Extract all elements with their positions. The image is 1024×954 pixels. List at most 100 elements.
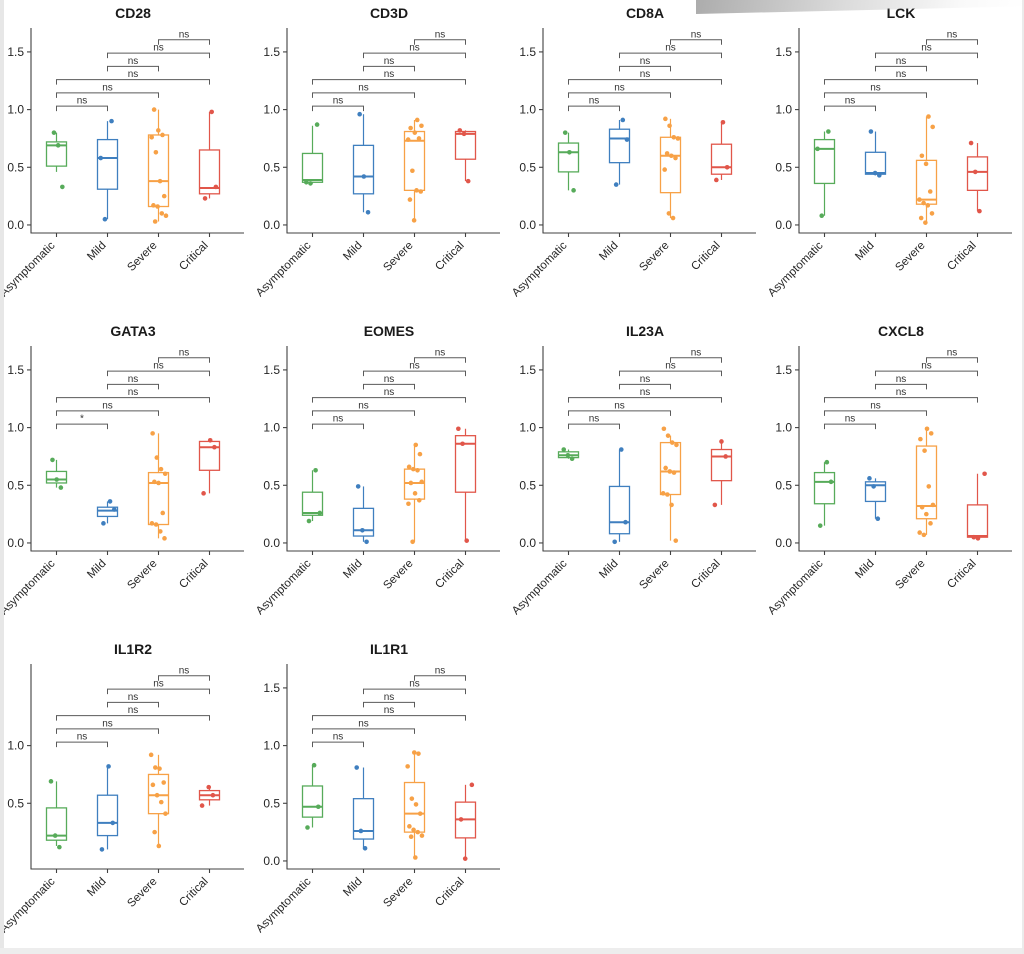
y-tick-label: 0.5	[7, 796, 24, 810]
data-point	[416, 751, 421, 756]
data-point	[162, 471, 168, 477]
significance-bracket	[56, 715, 210, 721]
x-tick-label: Mild	[341, 876, 364, 899]
data-point	[212, 444, 217, 450]
panel-title: CD28	[115, 5, 151, 21]
significance-bracket	[926, 39, 978, 45]
x-tick-label: Mild	[85, 876, 108, 899]
data-point	[919, 504, 925, 510]
gene-panel-IL23A: IL23A 0.0 0.5 1.0 1.5 Asymptomatic Mild Severe C…	[512, 323, 756, 617]
significance-label: ns	[102, 82, 113, 93]
panel-title: IL1R2	[114, 641, 152, 657]
x-tick-label: Critical	[689, 558, 722, 591]
data-point	[417, 811, 423, 816]
y-tick-label: 1.5	[519, 363, 536, 377]
significance-label: ns	[614, 82, 625, 93]
data-point	[923, 220, 928, 225]
significance-label: ns	[640, 387, 651, 398]
data-point	[971, 534, 977, 540]
y-tick-label: 0.0	[775, 218, 792, 232]
significance-label: ns	[409, 361, 420, 372]
boxplot-Critical	[710, 119, 733, 183]
significance-bracket	[363, 688, 466, 695]
boxplot-Asymptomatic	[45, 457, 68, 490]
x-tick-label: Mild	[85, 240, 108, 263]
data-point	[917, 197, 922, 202]
x-tick-label: Asymptomatic	[512, 239, 570, 299]
significance-bracket	[670, 357, 722, 363]
boxplot-Severe	[147, 107, 170, 224]
boxplot-Mild	[608, 447, 631, 545]
data-point	[411, 827, 416, 833]
data-point	[410, 168, 415, 174]
significance-bracket	[568, 397, 722, 403]
data-point	[161, 780, 167, 785]
x-tick-label: Critical	[177, 558, 210, 591]
y-tick-label: 0.5	[7, 478, 24, 492]
boxplot-Severe	[915, 426, 938, 538]
data-point	[305, 825, 310, 830]
data-point	[666, 211, 672, 216]
data-point	[50, 457, 55, 463]
data-point	[923, 161, 929, 167]
data-point	[311, 762, 317, 768]
significance-bracket	[107, 52, 210, 59]
data-point	[414, 117, 420, 123]
boxplot-Asymptomatic	[301, 762, 324, 830]
data-point	[926, 484, 932, 489]
data-point	[163, 213, 169, 219]
data-point	[675, 136, 681, 141]
data-point	[456, 426, 461, 432]
data-point	[361, 174, 367, 179]
boxplot-Mild	[352, 765, 375, 851]
data-point	[157, 178, 163, 184]
x-tick-label: Asymptomatic	[768, 239, 826, 299]
data-point	[669, 153, 674, 159]
significance-label: ns	[845, 414, 856, 425]
data-point	[149, 521, 155, 526]
data-point	[156, 480, 161, 486]
data-point	[417, 451, 423, 457]
significance-bracket	[107, 65, 159, 72]
data-point	[408, 834, 414, 840]
data-point	[160, 510, 166, 516]
significance-label: ns	[128, 56, 139, 67]
data-point	[109, 118, 114, 124]
significance-label: ns	[870, 400, 881, 411]
data-point	[407, 197, 413, 202]
data-point	[405, 764, 410, 769]
boxplot-Asymptomatic	[45, 779, 68, 850]
data-point	[158, 466, 164, 472]
data-point	[925, 203, 931, 208]
significance-label: ns	[153, 43, 164, 54]
significance-bracket	[824, 397, 978, 403]
significance-bracket	[158, 39, 210, 45]
data-point	[824, 459, 830, 465]
data-point	[724, 164, 730, 170]
data-point	[410, 539, 415, 545]
x-tick-label: Severe	[637, 558, 671, 592]
significance-bracket	[56, 410, 159, 416]
data-point	[152, 219, 158, 224]
data-point	[163, 811, 168, 816]
data-point	[918, 215, 924, 221]
data-point	[303, 179, 309, 185]
x-tick-label: Critical	[433, 240, 466, 273]
significance-label: ns	[128, 387, 139, 398]
boxplot-Critical	[710, 439, 733, 508]
significance-label: ns	[384, 374, 395, 385]
boxplot-Mild	[96, 499, 119, 526]
data-point	[160, 132, 165, 138]
data-point	[413, 855, 418, 860]
boxplot-Mild	[864, 129, 887, 178]
data-point	[982, 471, 987, 477]
x-tick-label: Asymptomatic	[256, 557, 314, 617]
data-point	[156, 128, 161, 133]
data-point	[415, 829, 421, 835]
data-point	[358, 828, 364, 834]
y-tick-label: 1.0	[7, 739, 24, 753]
significance-label: ns	[896, 387, 907, 398]
data-point	[201, 491, 206, 496]
y-tick-label: 1.5	[263, 681, 280, 695]
significance-label: ns	[358, 400, 369, 411]
